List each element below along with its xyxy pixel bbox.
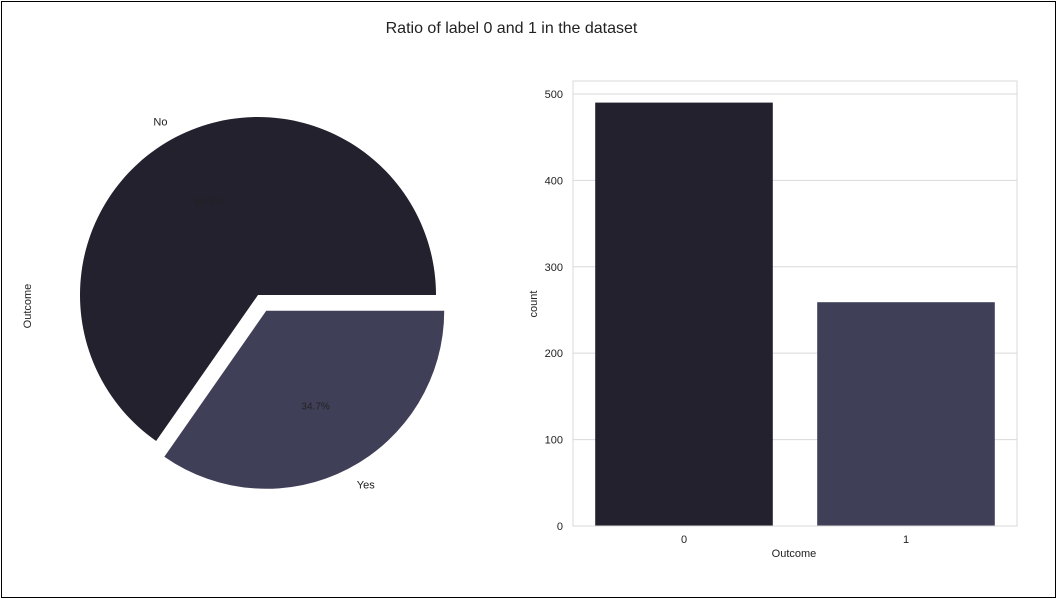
figure-title: Ratio of label 0 and 1 in the dataset (385, 20, 638, 37)
pie-slice-no (79, 116, 436, 441)
y-tick-label: 0 (557, 521, 563, 533)
bar-0 (595, 102, 773, 527)
pie-slices (79, 116, 445, 489)
bar-bars (595, 102, 995, 527)
x-tick-label: 0 (681, 534, 687, 546)
bar-axes-frame (572, 80, 1018, 527)
x-tick-label: 1 (903, 534, 909, 546)
pie-pct-yes: 34.7% (301, 401, 329, 412)
bar-1 (817, 302, 995, 526)
pie-pct-no: 65.3% (194, 196, 222, 207)
pie-texts: No 65.3% Yes 34.7% (153, 116, 375, 491)
bar-ylabel: count (528, 291, 540, 318)
pie-slice-yes (164, 310, 445, 489)
bar-xlabel: Outcome (772, 548, 817, 560)
y-tick-label: 400 (545, 175, 563, 187)
y-tick-label: 100 (545, 435, 563, 447)
pie-label-yes: Yes (357, 479, 375, 491)
bar-ticks: 0 100 200 300 400 500 0 1 (545, 89, 909, 546)
pie-label-no: No (153, 116, 167, 128)
pie-ylabel: Outcome (22, 284, 34, 329)
bar-chart: 0 100 200 300 400 500 0 1 Outcome count (528, 80, 1018, 560)
y-tick-label: 300 (545, 262, 563, 274)
y-tick-label: 200 (545, 348, 563, 360)
pie-chart: Outcome No 65.3% Yes 34.7% (22, 116, 445, 491)
y-tick-label: 500 (545, 89, 563, 101)
